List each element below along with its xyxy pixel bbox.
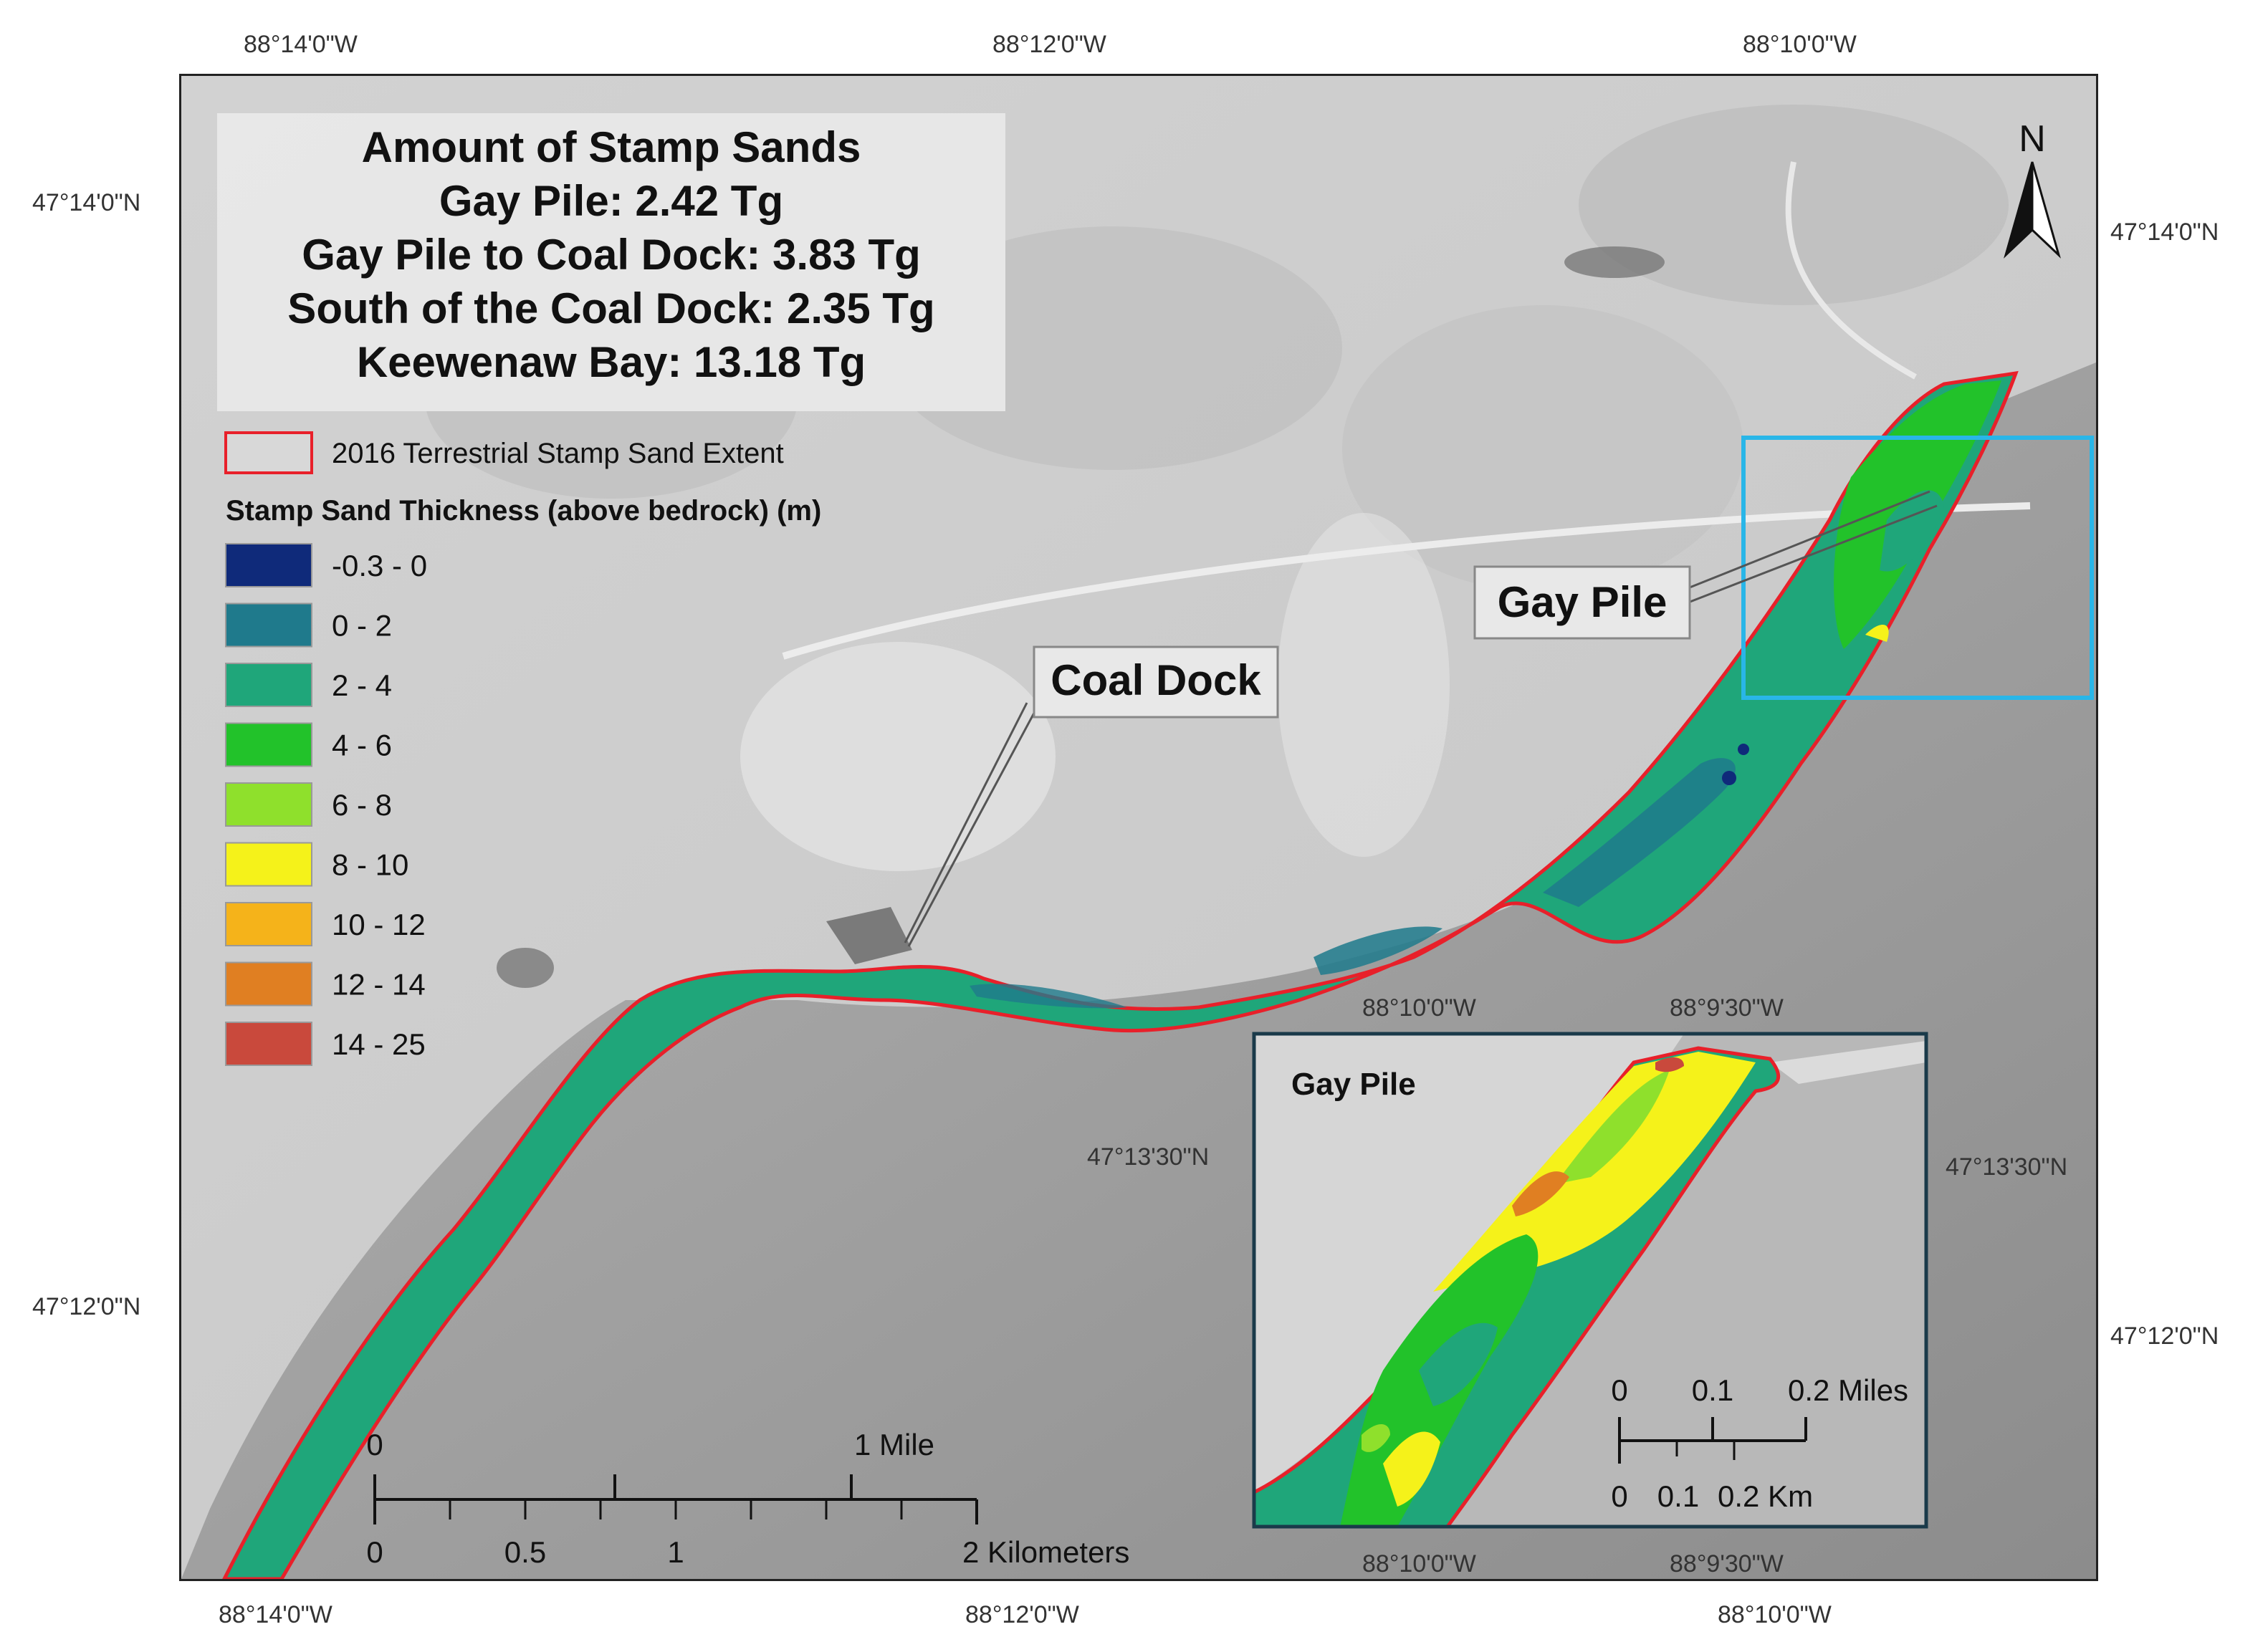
- gay-pile-label: Gay Pile: [1498, 578, 1667, 626]
- clearing: [740, 642, 1056, 871]
- summary-line-1: Gay Pile: 2.42 Tg: [439, 177, 783, 225]
- coal-dock-callout: Coal Dock: [904, 645, 1279, 947]
- inset-scale-km-1: 0.1: [1657, 1479, 1699, 1513]
- legend-classes: -0.3 - 0 0 - 2 2 - 4 4 - 6 6 - 8 8 - 10 10 - 1…: [225, 543, 427, 1066]
- north-label: N: [2019, 118, 2046, 160]
- legend-class-label: 8 - 10: [332, 848, 408, 882]
- graticule-bottom-2: 88°12'0"W: [965, 1601, 1079, 1628]
- legend-extent-swatch: [224, 431, 313, 474]
- legend-thickness-title: Stamp Sand Thickness (above bedrock) (m): [226, 495, 821, 527]
- legend: 2016 Terrestrial Stamp Sand Extent Stamp…: [224, 431, 821, 1066]
- gay-pile-highlight-frame: [1741, 436, 2094, 700]
- legend-class-label: -0.3 - 0: [332, 549, 427, 582]
- legend-swatch: [225, 722, 312, 767]
- summary-line-4: Keewenaw Bay: 13.18 Tg: [357, 338, 866, 386]
- graticule-right-2: 47°12'0"N: [2110, 1322, 2219, 1350]
- inset-scale-bar: 0 0.1 0.2 Miles 0 0.1 0.2 Km: [1611, 1373, 1908, 1513]
- coal-dock-pier: [826, 907, 912, 964]
- map-frame: Amount of Stamp Sands Gay Pile: 2.42 Tg …: [179, 74, 2098, 1581]
- gay-pile-yellow-zone: [1865, 625, 1889, 642]
- graticule-top-1: 88°14'0"W: [244, 31, 358, 58]
- stamp-sand-thin-patch: [1314, 926, 1442, 975]
- inset-top-label-1: 88°10'0"W: [1362, 994, 1476, 1022]
- scale-km-3: 2 Kilometers: [962, 1535, 1129, 1569]
- scale-km-0: 0: [366, 1535, 383, 1569]
- legend-class-label: 12 - 14: [332, 968, 426, 1002]
- gay-pile-callout: Gay Pile: [1473, 490, 1938, 640]
- legend-class-label: 10 - 12: [332, 908, 426, 941]
- legend-class-label: 14 - 25: [332, 1027, 426, 1061]
- inset-map: Gay Pile 0 0.1 0.2 Miles 0 0.1 0.2 Km: [1252, 1032, 1928, 1529]
- inset-scale-mile-1: 0.1: [1692, 1373, 1733, 1407]
- legend-swatch: [225, 842, 312, 887]
- inset-scale-mile-2: 0.2 Miles: [1788, 1373, 1908, 1407]
- inset-bottom-label-1: 88°10'0"W: [1362, 1550, 1476, 1578]
- graticule-bottom-1: 88°14'0"W: [219, 1601, 332, 1628]
- legend-class-label: 4 - 6: [332, 729, 392, 762]
- clearing: [1278, 513, 1450, 857]
- scale-mile-0: 0: [366, 1428, 383, 1461]
- graticule-bottom-3: 88°10'0"W: [1718, 1601, 1832, 1628]
- stamp-sand-deep-spot: [1722, 771, 1736, 785]
- summary-title: Amount of Stamp Sands: [362, 123, 861, 171]
- inset-scale-mile-0: 0: [1611, 1373, 1627, 1407]
- inset-top-label-2: 88°9'30"W: [1670, 994, 1784, 1022]
- north-arrow: N: [2004, 118, 2061, 259]
- summary-line-2: Gay Pile to Coal Dock: 3.83 Tg: [302, 231, 921, 279]
- legend-class-label: 2 - 4: [332, 668, 392, 702]
- legend-swatch: [225, 663, 312, 707]
- stamp-sand-deep-spot: [1738, 744, 1749, 755]
- graticule-left-2: 47°12'0"N: [32, 1293, 141, 1320]
- scale-mile-1: 1 Mile: [854, 1428, 934, 1461]
- legend-swatch: [225, 902, 312, 946]
- map-canvas: Amount of Stamp Sands Gay Pile: 2.42 Tg …: [181, 76, 2096, 1579]
- stamp-sand-thin-patch: [1543, 758, 1736, 907]
- road: [1785, 161, 1917, 380]
- dark-pond: [1564, 246, 1665, 278]
- legend-swatch: [225, 961, 312, 1007]
- inset-left-label: 47°13'30"N: [1087, 1143, 1209, 1171]
- legend-class-label: 6 - 8: [332, 788, 392, 822]
- summary-box: Amount of Stamp Sands Gay Pile: 2.42 Tg …: [217, 113, 1005, 411]
- graticule-right-1: 47°14'0"N: [2110, 219, 2219, 246]
- gay-pile-core: [1880, 490, 1944, 572]
- legend-swatch: [225, 602, 312, 648]
- legend-class-label: 0 - 2: [332, 609, 392, 643]
- summary-line-3: South of the Coal Dock: 2.35 Tg: [287, 284, 934, 332]
- legend-extent-label: 2016 Terrestrial Stamp Sand Extent: [332, 438, 784, 469]
- legend-swatch: [225, 1022, 312, 1066]
- legend-swatch: [225, 543, 312, 587]
- inset-scale-km-2: 0.2 Km: [1718, 1479, 1813, 1513]
- legend-swatch: [225, 782, 312, 827]
- graticule-left-1: 47°14'0"N: [32, 189, 141, 216]
- scale-km-1: 0.5: [504, 1535, 546, 1569]
- road: [782, 502, 2031, 660]
- scale-km-2: 1: [667, 1535, 684, 1569]
- inset-scale-km-0: 0: [1611, 1479, 1627, 1513]
- dark-pond: [497, 948, 554, 988]
- graticule-top-3: 88°10'0"W: [1743, 31, 1857, 58]
- stamp-sand-thin-patch: [970, 984, 1127, 1009]
- inset-bottom-label-2: 88°9'30"W: [1670, 1550, 1784, 1578]
- coal-dock-label: Coal Dock: [1051, 656, 1261, 704]
- scale-bar: 0 1 Mile 0 0.5 1 2 Kilometers: [366, 1428, 1129, 1569]
- forest-patch: [1342, 305, 1743, 592]
- stamp-sand-band: [222, 370, 2019, 1579]
- graticule-top-2: 88°12'0"W: [992, 31, 1106, 58]
- forest-patch: [1579, 105, 2009, 305]
- inset-right-label: 47°13'30"N: [1946, 1153, 2068, 1181]
- inset-title: Gay Pile: [1291, 1067, 1416, 1102]
